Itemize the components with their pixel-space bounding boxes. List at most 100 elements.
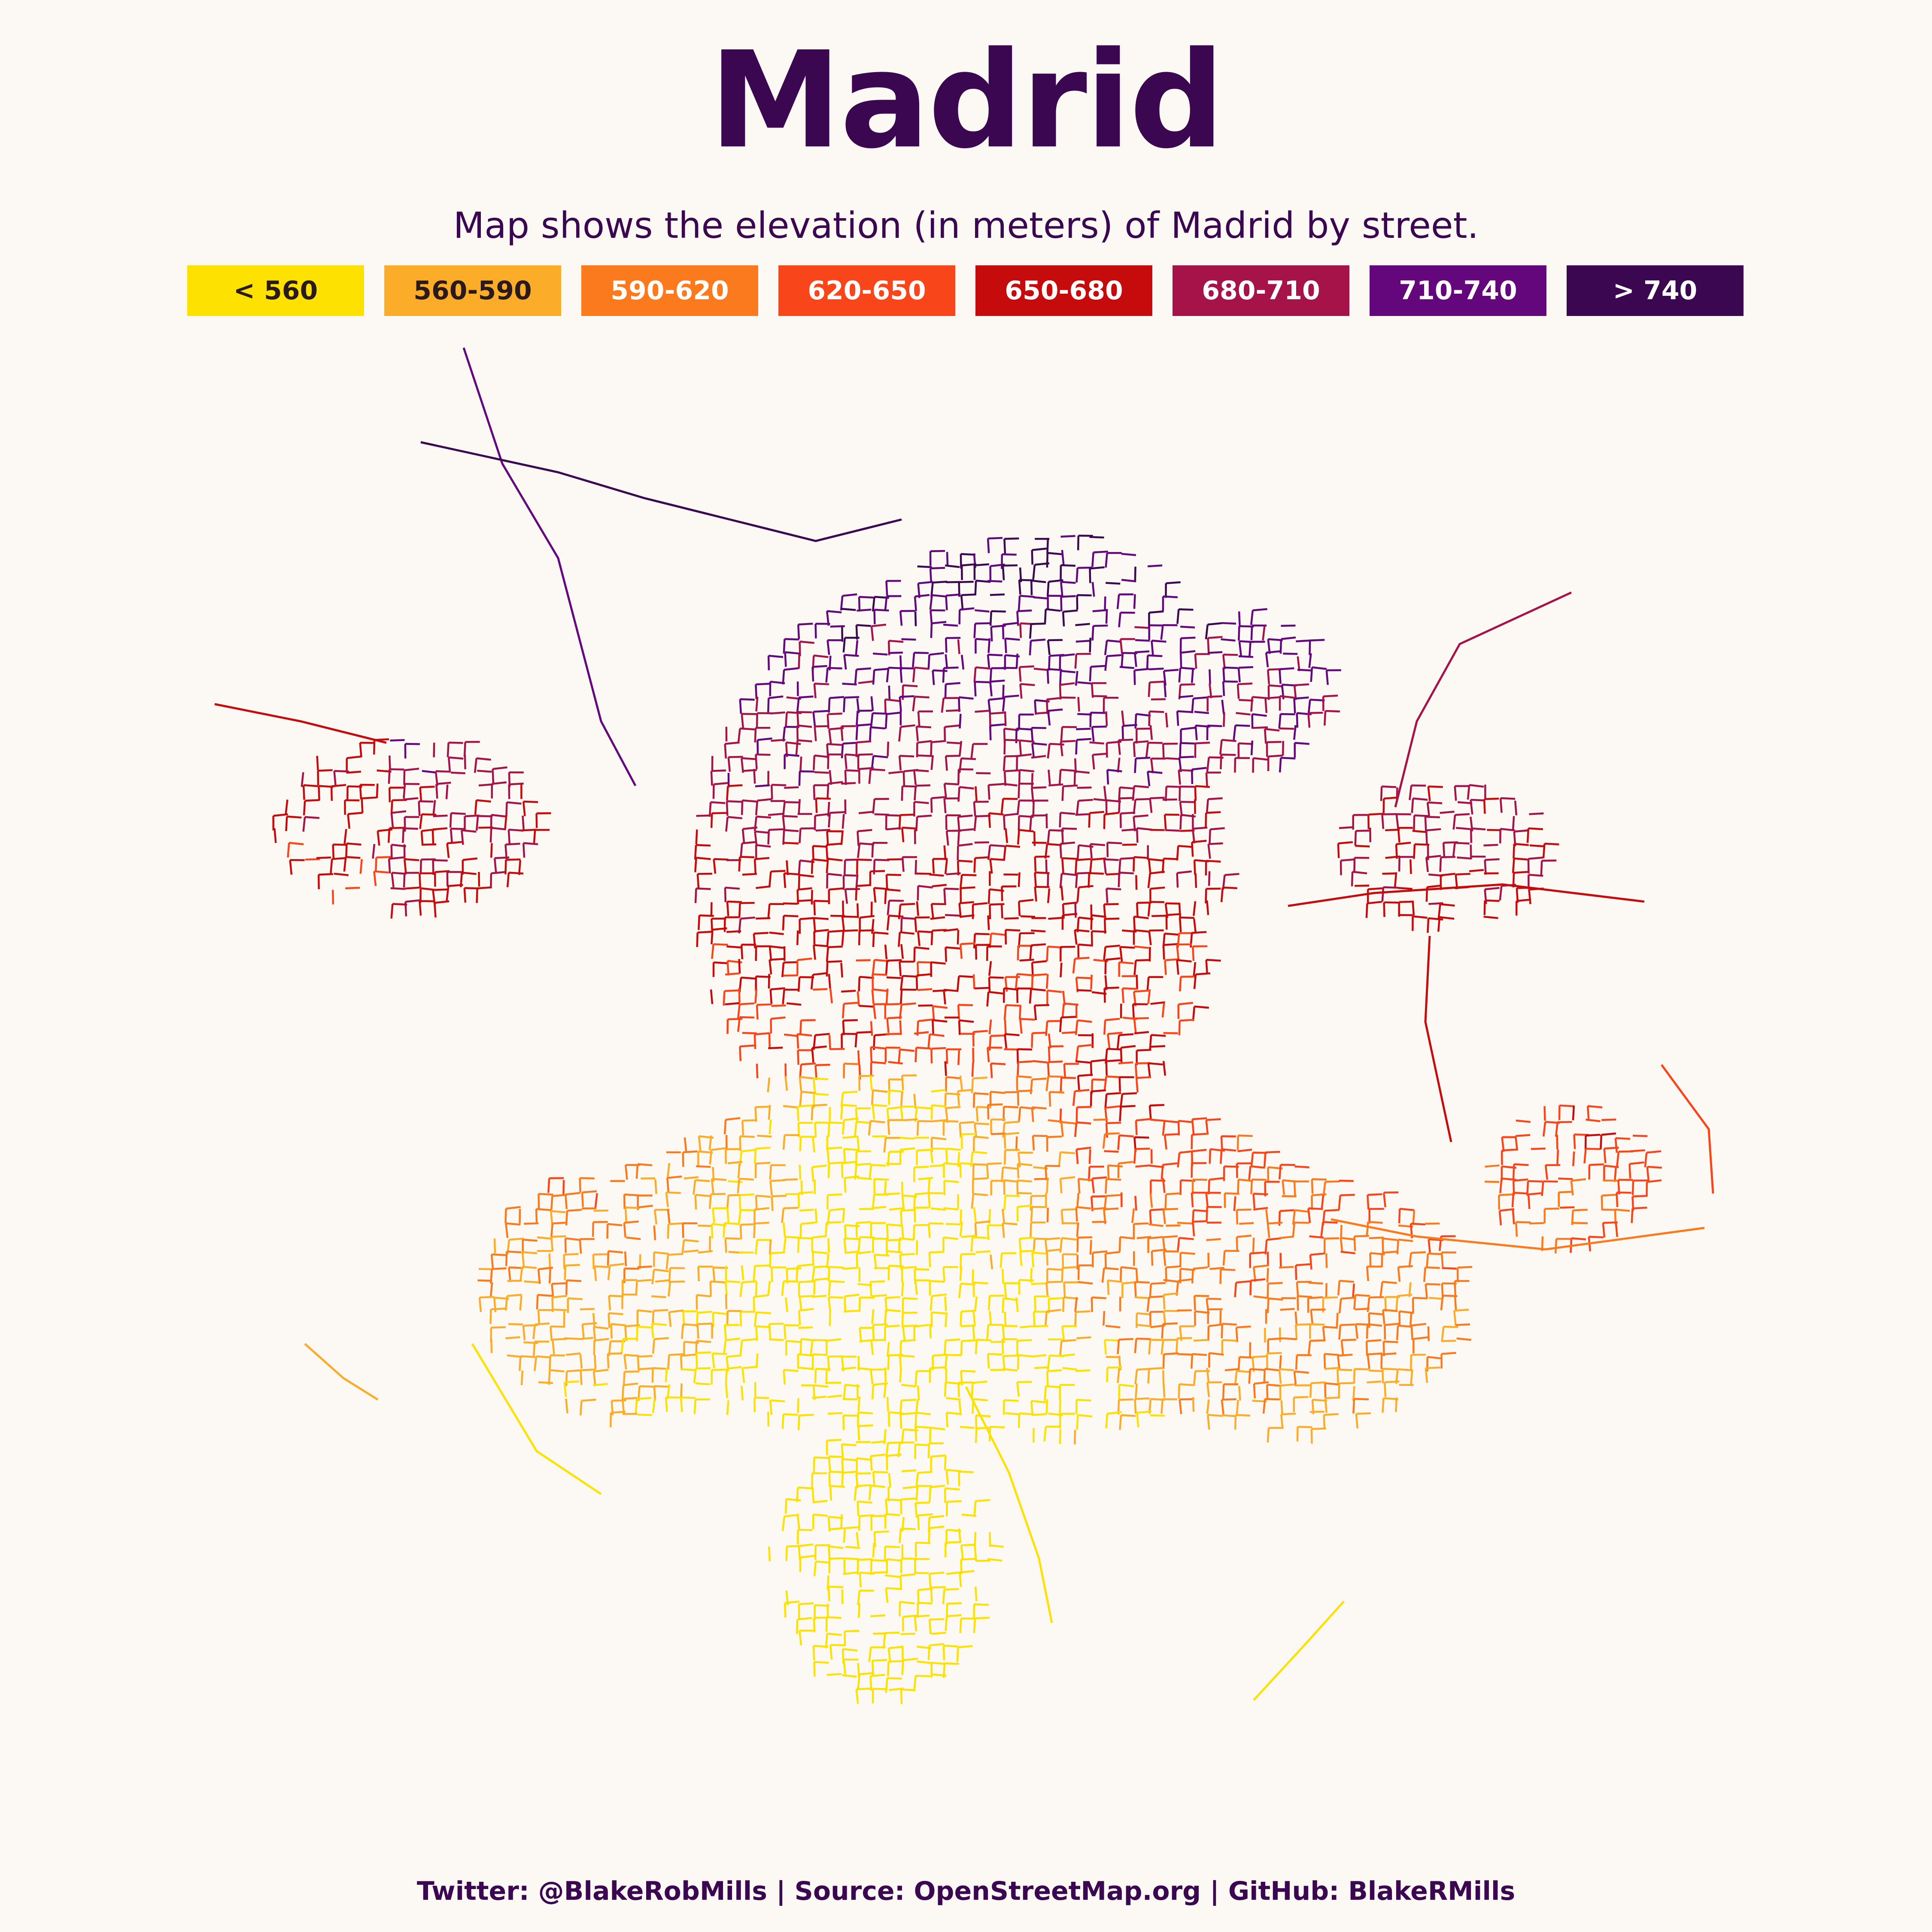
street-segment	[1134, 650, 1150, 653]
street-segment	[1192, 839, 1207, 843]
street-segment	[1018, 580, 1021, 595]
street-segment	[1384, 796, 1399, 800]
street-segment	[914, 1280, 918, 1295]
street-segment	[1191, 1119, 1195, 1134]
street-segment	[334, 872, 349, 876]
street-segment	[868, 1121, 872, 1136]
street-segment	[1147, 1369, 1150, 1384]
street-segment	[433, 859, 448, 862]
street-segment	[840, 963, 843, 978]
street-segment	[1117, 757, 1121, 773]
street-segment	[1209, 1352, 1224, 1356]
street-segment	[1166, 1265, 1181, 1269]
street-segment	[844, 754, 848, 769]
street-segment	[812, 1137, 816, 1153]
street-segment	[781, 1281, 785, 1296]
street-segment	[927, 1034, 931, 1049]
street-segment	[798, 623, 813, 626]
street-segment	[859, 929, 874, 932]
street-segment	[681, 1324, 684, 1339]
street-segment	[1089, 872, 1104, 875]
street-segment	[932, 859, 935, 874]
street-segment	[843, 655, 847, 670]
street-segment	[1251, 1278, 1266, 1282]
street-segment	[755, 696, 759, 712]
street-segment	[741, 1265, 744, 1280]
street-segment	[1133, 857, 1135, 872]
street-segment	[1165, 902, 1181, 905]
street-segment	[1077, 1179, 1081, 1194]
street-segment	[842, 1208, 845, 1223]
street-segment	[770, 1018, 772, 1034]
street-segment	[827, 1297, 832, 1312]
street-segment	[651, 1323, 654, 1339]
street-segment	[1031, 943, 1046, 946]
street-segment	[1002, 553, 1017, 556]
street-segment	[929, 652, 944, 656]
outlying-road	[214, 703, 387, 744]
street-segment	[1500, 797, 1516, 800]
street-segment	[1293, 685, 1297, 700]
street-segment	[801, 1062, 816, 1066]
street-segment	[1281, 636, 1296, 640]
street-segment	[711, 1179, 714, 1194]
street-segment	[1106, 957, 1121, 961]
street-segment	[1176, 609, 1180, 624]
street-segment	[666, 1163, 671, 1178]
outlying-road	[1331, 1218, 1705, 1251]
street-segment	[1162, 1121, 1166, 1136]
street-segment	[1149, 725, 1153, 740]
street-segment	[550, 1326, 553, 1341]
street-segment	[899, 989, 903, 1005]
street-segment	[639, 1385, 654, 1388]
street-segment	[931, 1089, 946, 1093]
street-segment	[1004, 1106, 1019, 1109]
street-segment	[1048, 917, 1063, 920]
street-segment	[404, 902, 407, 917]
street-segment	[899, 1528, 902, 1543]
street-segment	[1296, 1282, 1299, 1297]
street-segment	[1222, 681, 1225, 696]
street-segment	[1428, 1297, 1443, 1300]
street-segment	[1031, 814, 1046, 817]
street-segment	[1078, 885, 1094, 889]
street-segment	[1120, 1236, 1135, 1240]
street-segment	[1398, 857, 1400, 872]
street-segment	[899, 1601, 915, 1605]
street-segment	[901, 1528, 916, 1530]
street-segment	[1455, 813, 1470, 816]
street-segment	[811, 1048, 814, 1063]
street-segment	[1571, 1178, 1586, 1182]
street-segment	[637, 1309, 653, 1313]
street-segment	[1540, 860, 1543, 875]
street-segment	[1221, 622, 1236, 625]
street-segment	[1467, 785, 1470, 800]
street-segment	[1589, 1163, 1604, 1166]
street-segment	[945, 815, 948, 830]
street-segment	[1295, 1355, 1298, 1370]
street-segment	[1209, 669, 1211, 684]
street-segment	[769, 1400, 773, 1415]
street-segment	[800, 1555, 815, 1558]
street-segment	[961, 1543, 976, 1546]
street-segment	[1426, 802, 1431, 817]
street-segment	[843, 929, 858, 932]
street-segment	[1004, 537, 1019, 540]
street-segment	[1047, 830, 1051, 845]
street-segment	[1019, 683, 1023, 699]
street-segment	[826, 640, 830, 655]
street-segment	[900, 1573, 915, 1577]
street-segment	[1106, 887, 1121, 890]
street-segment	[931, 1454, 946, 1458]
street-segment	[872, 988, 887, 992]
street-segment	[914, 769, 929, 772]
street-segment	[1501, 1137, 1505, 1152]
street-segment	[1148, 1236, 1163, 1239]
street-segment	[1396, 1239, 1400, 1255]
street-segment	[551, 1339, 555, 1355]
street-segment	[1031, 1107, 1034, 1122]
street-segment	[975, 1220, 990, 1224]
street-segment	[1193, 974, 1197, 989]
street-segment	[1033, 668, 1049, 671]
street-segment	[1117, 740, 1121, 755]
